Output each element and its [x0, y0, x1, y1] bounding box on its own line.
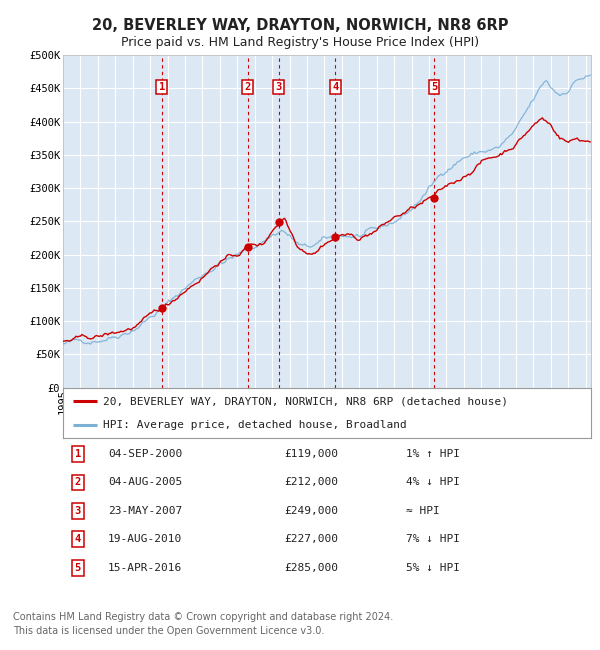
Text: 19-AUG-2010: 19-AUG-2010 [108, 534, 182, 544]
Text: 23-MAY-2007: 23-MAY-2007 [108, 506, 182, 516]
Text: 3: 3 [276, 82, 282, 92]
Text: 5: 5 [431, 82, 437, 92]
Text: 04-SEP-2000: 04-SEP-2000 [108, 449, 182, 459]
Text: 5: 5 [74, 563, 81, 573]
Text: Price paid vs. HM Land Registry's House Price Index (HPI): Price paid vs. HM Land Registry's House … [121, 36, 479, 49]
Text: £119,000: £119,000 [285, 449, 339, 459]
Text: 04-AUG-2005: 04-AUG-2005 [108, 478, 182, 488]
Text: £285,000: £285,000 [285, 563, 339, 573]
Text: 2: 2 [244, 82, 251, 92]
Text: 4: 4 [332, 82, 338, 92]
Text: 15-APR-2016: 15-APR-2016 [108, 563, 182, 573]
Text: ≈ HPI: ≈ HPI [406, 506, 440, 516]
Text: 20, BEVERLEY WAY, DRAYTON, NORWICH, NR8 6RP (detached house): 20, BEVERLEY WAY, DRAYTON, NORWICH, NR8 … [103, 396, 508, 406]
Text: £227,000: £227,000 [285, 534, 339, 544]
Text: Contains HM Land Registry data © Crown copyright and database right 2024.
This d: Contains HM Land Registry data © Crown c… [13, 612, 394, 636]
Text: 2: 2 [74, 478, 81, 488]
Text: 20, BEVERLEY WAY, DRAYTON, NORWICH, NR8 6RP: 20, BEVERLEY WAY, DRAYTON, NORWICH, NR8 … [92, 18, 508, 33]
Text: £212,000: £212,000 [285, 478, 339, 488]
Text: 7% ↓ HPI: 7% ↓ HPI [406, 534, 460, 544]
Text: 4% ↓ HPI: 4% ↓ HPI [406, 478, 460, 488]
Text: 5% ↓ HPI: 5% ↓ HPI [406, 563, 460, 573]
Text: HPI: Average price, detached house, Broadland: HPI: Average price, detached house, Broa… [103, 420, 406, 430]
Text: 3: 3 [74, 506, 81, 516]
Text: £249,000: £249,000 [285, 506, 339, 516]
Text: 1: 1 [74, 449, 81, 459]
Text: 1: 1 [158, 82, 165, 92]
Text: 1% ↑ HPI: 1% ↑ HPI [406, 449, 460, 459]
Text: 4: 4 [74, 534, 81, 544]
